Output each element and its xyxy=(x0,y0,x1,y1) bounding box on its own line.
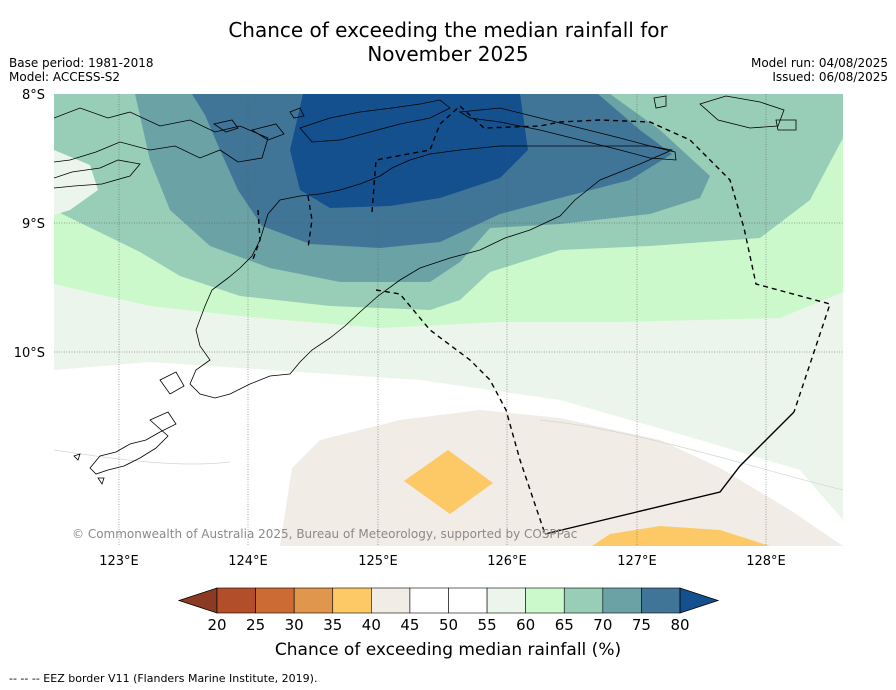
colorbar-label: Chance of exceeding median rainfall (%) xyxy=(274,640,622,660)
band-left-pocket xyxy=(54,150,98,215)
map-title: Chance of exceeding the median rainfall … xyxy=(0,18,896,66)
title-line-1: Chance of exceeding the median rainfall … xyxy=(228,18,668,42)
lon-label-124e: 124°E xyxy=(228,554,268,569)
longitude-labels: 123°E 124°E 125°E 126°E 127°E 128°E xyxy=(99,554,786,569)
colorbar: 20 25 30 35 40 45 50 55 60 65 70 75 80 xyxy=(177,587,720,634)
colorbar-tick-label: 40 xyxy=(362,616,381,634)
lon-label-128e: 128°E xyxy=(746,554,786,569)
model-run-text: Model run: 04/08/2025 xyxy=(750,56,888,70)
lon-label-126e: 126°E xyxy=(487,554,527,569)
colorbar-swatch xyxy=(641,587,681,614)
colorbar-tick-label: 30 xyxy=(285,616,304,634)
title-line-2: November 2025 xyxy=(367,42,529,66)
colorbar-tick-label: 70 xyxy=(593,616,612,634)
eez-border xyxy=(251,105,831,535)
colorbar-swatch xyxy=(448,587,488,614)
colorbar-swatch xyxy=(216,587,256,614)
lat-label-8s: 8°S xyxy=(22,88,45,103)
colorbar-tick-label: 65 xyxy=(555,616,574,634)
lon-label-125e: 125°E xyxy=(358,554,398,569)
colorbar-swatch xyxy=(409,587,449,614)
colorbar-swatch xyxy=(525,587,565,614)
lon-label-123e: 123°E xyxy=(99,554,139,569)
colorbar-swatch xyxy=(602,587,642,614)
issued-text: Issued: 06/08/2025 xyxy=(772,70,888,84)
meta-left: Base period: 1981-2018 Model: ACCESS-S2 xyxy=(9,56,154,84)
colorbar-swatch xyxy=(486,587,526,614)
meta-right: Model run: 04/08/2025 Issued: 06/08/2025 xyxy=(751,56,888,84)
colorbar-tick-label: 80 xyxy=(670,616,689,634)
colorbar-under-arrow xyxy=(177,587,218,614)
colorbar-tick-label: 20 xyxy=(207,616,226,634)
colorbar-over-arrow xyxy=(679,587,720,614)
copyright-text: © Commonwealth of Australia 2025, Bureau… xyxy=(72,527,578,541)
band-40-45 xyxy=(280,410,843,546)
colorbar-tick-label: 45 xyxy=(400,616,419,634)
colorbar-tick-label: 50 xyxy=(439,616,458,634)
rainfall-contours xyxy=(54,94,843,546)
colorbar-tick-label: 35 xyxy=(323,616,342,634)
colorbar-swatch xyxy=(255,587,295,614)
lon-label-127e: 127°E xyxy=(617,554,657,569)
band-35-40-centre xyxy=(404,450,493,514)
colorbar-tick-label: 75 xyxy=(632,616,651,634)
base-period-text: Base period: 1981-2018 xyxy=(9,56,154,70)
band-35-40-south xyxy=(592,526,770,546)
model-text: Model: ACCESS-S2 xyxy=(9,70,121,84)
eez-footnote: -- -- -- EEZ border V11 (Flanders Marine… xyxy=(9,672,318,685)
colorbar-tick-label: 25 xyxy=(246,616,265,634)
lat-label-10s: 10°S xyxy=(14,346,45,361)
colorbar-swatch xyxy=(371,587,411,614)
coastlines xyxy=(54,95,797,485)
latitude-labels: 8°S 9°S 10°S xyxy=(14,88,45,361)
lat-label-9s: 9°S xyxy=(22,217,45,232)
graticule xyxy=(54,94,843,546)
colorbar-tick-label: 55 xyxy=(478,616,497,634)
colorbar-swatch xyxy=(293,587,334,614)
colorbar-tick-label: 60 xyxy=(516,616,535,634)
colorbar-swatch xyxy=(563,587,604,614)
colorbar-swatch xyxy=(332,587,372,614)
band-80-plus xyxy=(290,94,528,208)
